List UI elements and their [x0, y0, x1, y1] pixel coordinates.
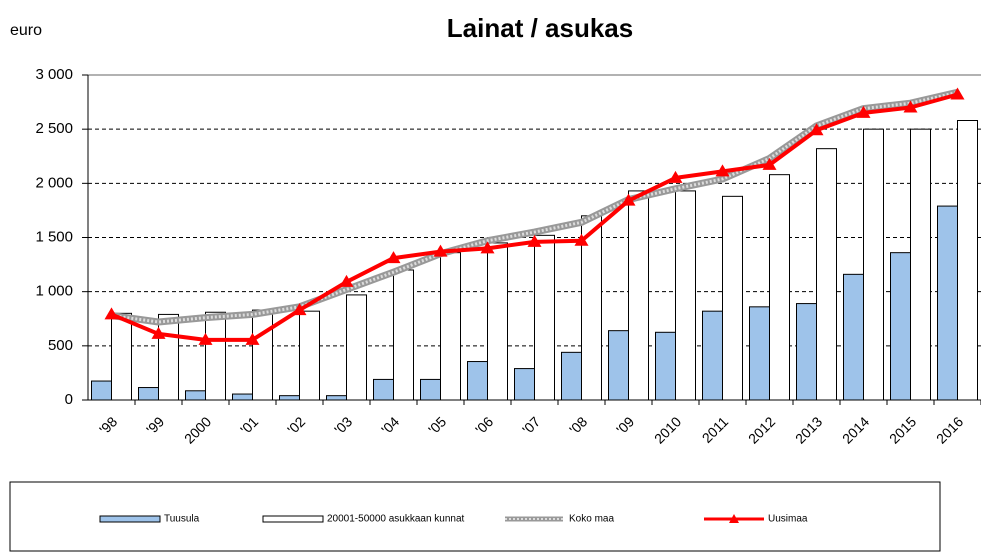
y-tick-label: 500	[48, 337, 73, 354]
legend-label: Uusimaa	[768, 514, 808, 525]
bar	[279, 395, 300, 401]
y-tick-label: 2 500	[35, 120, 73, 137]
bar	[111, 312, 132, 401]
marker	[621, 193, 636, 206]
y-tick-label: 1 000	[35, 283, 73, 300]
marker	[903, 100, 918, 113]
bar	[487, 242, 508, 401]
marker	[715, 164, 730, 177]
bar	[937, 205, 958, 401]
bar	[232, 393, 253, 401]
marker	[198, 332, 213, 345]
x-tick-label: '01	[237, 413, 261, 437]
x-tick-label: '09	[613, 413, 637, 437]
legend-box	[9, 481, 941, 552]
bar	[205, 311, 226, 401]
bar	[467, 361, 488, 401]
x-tick-label: '06	[472, 413, 496, 437]
y-tick-label: 2 000	[35, 174, 73, 191]
bar	[534, 234, 555, 401]
bar	[655, 331, 676, 401]
marker	[668, 170, 683, 183]
bar	[346, 294, 367, 401]
bar	[702, 310, 723, 401]
legend-marker	[729, 514, 739, 523]
bar	[440, 252, 461, 401]
x-tick-label: '04	[378, 413, 402, 437]
marker	[480, 241, 495, 254]
x-tick-label: 2013	[792, 413, 825, 446]
bar	[326, 395, 347, 401]
x-tick-label: '99	[143, 413, 167, 437]
x-tick-label: '98	[96, 413, 120, 437]
y-tick-label: 3 000	[35, 66, 73, 83]
x-tick-label: 2011	[699, 413, 732, 446]
x-tick-label: 2012	[745, 413, 778, 446]
bar	[957, 120, 978, 401]
bar	[138, 387, 159, 401]
x-tick-label: 2016	[933, 413, 966, 446]
bar	[561, 351, 582, 401]
bar	[769, 174, 790, 401]
bar	[91, 380, 112, 401]
x-tick-label: '03	[331, 413, 355, 437]
x-tick-label: 2000	[181, 413, 214, 446]
x-tick-label: 2014	[839, 413, 872, 446]
bar	[185, 390, 206, 401]
x-tick-label: '05	[425, 413, 449, 437]
bar	[420, 378, 441, 401]
marker	[104, 307, 119, 320]
bar	[608, 330, 629, 401]
bar	[910, 128, 931, 401]
marker	[151, 326, 166, 339]
bar	[514, 368, 535, 401]
x-tick-label: '07	[519, 413, 543, 437]
marker	[292, 303, 307, 316]
bar	[816, 148, 837, 401]
y-tick-label: 1 500	[35, 228, 73, 245]
marker	[339, 274, 354, 287]
bar	[252, 309, 273, 401]
marker	[386, 251, 401, 264]
legend-label: Tuusula	[164, 514, 200, 525]
bar	[890, 252, 911, 401]
legend-label: Koko maa	[569, 514, 614, 525]
x-tick-label: '02	[284, 413, 308, 437]
bar	[675, 190, 696, 401]
y-axis-label: euro	[10, 22, 42, 39]
legend-swatch	[99, 515, 161, 523]
marker	[809, 123, 824, 136]
bar	[843, 273, 864, 401]
marker	[574, 233, 589, 246]
chart-title: Lainat / asukas	[447, 13, 633, 43]
marker	[245, 332, 260, 345]
x-tick-label: 2010	[651, 413, 684, 446]
marker	[433, 244, 448, 257]
bar	[628, 190, 649, 401]
bar	[722, 195, 743, 401]
bar	[749, 306, 770, 401]
bar	[373, 378, 394, 401]
bar	[393, 269, 414, 401]
bar	[863, 128, 884, 401]
x-tick-label: 2015	[886, 413, 919, 446]
x-tick-label: '08	[566, 413, 590, 437]
marker	[856, 105, 871, 118]
marker	[950, 87, 965, 100]
marker	[527, 234, 542, 247]
bar	[299, 310, 320, 401]
legend-swatch	[262, 515, 324, 523]
marker	[762, 157, 777, 170]
legend-label: 20001-50000 asukkaan kunnat	[327, 514, 465, 525]
bar	[158, 313, 179, 401]
y-tick-label: 0	[65, 391, 73, 408]
bar	[796, 303, 817, 401]
